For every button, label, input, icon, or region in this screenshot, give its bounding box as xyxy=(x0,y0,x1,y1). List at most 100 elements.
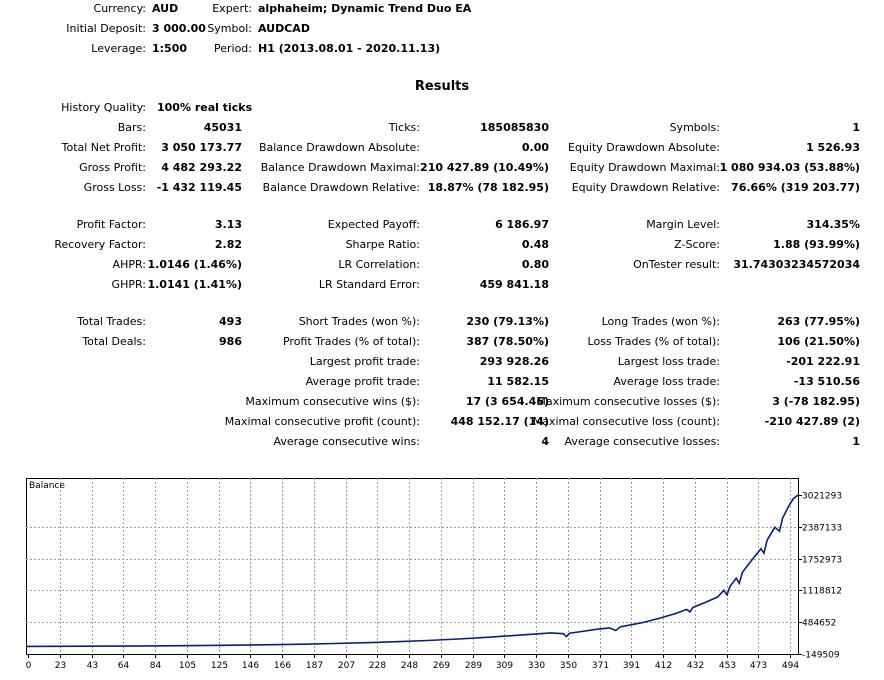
stat-label-col2-row4: Expected Payoff: xyxy=(327,218,420,231)
history-quality-value: 100% real ticks xyxy=(157,101,253,114)
stat-value-col1-row4: 3.13 xyxy=(214,218,242,231)
stat-label-col1-row6: AHPR: xyxy=(112,258,146,271)
stat-value-col2-row11: 11 582.15 xyxy=(487,375,549,388)
y-tick-label: 1118812 xyxy=(802,587,842,597)
stat-value-col1-row3: -1 432 119.45 xyxy=(156,181,242,194)
balance-chart-svg: 3021293 2387133 1752973 1118812 484652 -14950… xyxy=(25,478,842,671)
x-tick-label: 228 xyxy=(369,661,386,671)
stat-label-col2-row10: Largest profit trade: xyxy=(309,355,420,368)
stat-value-col3-row1: 1 526.93 xyxy=(806,141,860,154)
stat-value-col1-row8: 493 xyxy=(219,315,242,328)
stat-value-col2-row2: 210 427.89 (10.49%) xyxy=(420,161,549,174)
stat-value-col3-row14: 1 xyxy=(852,435,860,448)
y-tick-label: -149509 xyxy=(802,651,840,661)
currency-value: AUD xyxy=(152,2,179,15)
stat-value-col3-row8: 263 (77.95%) xyxy=(777,315,860,328)
x-tick-label: 166 xyxy=(274,661,291,671)
y-tick-label: 484652 xyxy=(802,619,836,629)
stat-label-col2-row13: Maximal consecutive profit (count): xyxy=(224,415,420,428)
x-tick-label: 84 xyxy=(150,661,162,671)
stat-label-col3-row5: Z-Score: xyxy=(674,238,720,251)
stat-label-col3-row11: Average loss trade: xyxy=(613,375,720,388)
symbol-value: AUDCAD xyxy=(258,22,310,35)
stat-label-col2-row9: Profit Trades (% of total): xyxy=(282,335,420,348)
x-tick-label: 412 xyxy=(655,661,672,671)
initial-deposit-label: Initial Deposit: xyxy=(66,22,146,35)
stat-label-col2-row1: Balance Drawdown Absolute: xyxy=(258,141,420,154)
stat-label-col2-row7: LR Standard Error: xyxy=(318,278,420,291)
x-tick-label: 432 xyxy=(687,661,704,671)
x-tick-label: 350 xyxy=(560,661,577,671)
stat-label-col1-row8: Total Trades: xyxy=(77,315,146,328)
stat-label-col3-row10: Largest loss trade: xyxy=(617,355,720,368)
x-tick-label: 64 xyxy=(118,661,130,671)
stat-value-col2-row8: 230 (79.13%) xyxy=(466,315,549,328)
initial-deposit-value: 3 000.00 xyxy=(152,22,206,35)
stat-value-col3-row12: 3 (-78 182.95) xyxy=(772,395,860,408)
results-title: Results xyxy=(414,79,470,94)
stat-label-col1-row5: Recovery Factor: xyxy=(54,238,146,251)
stat-label-col1-row3: Gross Loss: xyxy=(83,181,146,194)
stat-value-col3-row0: 1 xyxy=(852,121,860,134)
balance-chart: 3021293 2387133 1752973 1118812 484652 -14950… xyxy=(24,477,874,680)
stat-label-col3-row6: OnTester result: xyxy=(633,258,720,271)
stat-label-col1-row1: Total Net Profit: xyxy=(61,141,146,154)
x-tick-label: 207 xyxy=(338,661,355,671)
x-tick-label: 453 xyxy=(719,661,736,671)
stat-value-col1-row2: 4 482 293.22 xyxy=(161,161,242,174)
x-tick-label: 309 xyxy=(496,661,513,671)
x-tick-label: 269 xyxy=(433,661,450,671)
stat-value-col3-row3: 76.66% (319 203.77) xyxy=(731,181,860,194)
y-tick-label: 3021293 xyxy=(802,492,842,502)
stat-value-col2-row9: 387 (78.50%) xyxy=(466,335,549,348)
y-tick-label: 1752973 xyxy=(802,556,842,566)
x-tick-label: 187 xyxy=(306,661,323,671)
x-tick-label: 391 xyxy=(623,661,640,671)
leverage-value: 1:500 xyxy=(152,42,188,55)
stat-label-col1-row2: Gross Profit: xyxy=(79,161,146,174)
stat-label-col2-row2: Balance Drawdown Maximal: xyxy=(260,161,420,174)
stat-value-col3-row11: -13 510.56 xyxy=(793,375,860,388)
stat-label-col2-row8: Short Trades (won %): xyxy=(298,315,420,328)
stat-label-col3-row13: Maximal consecutive loss (count): xyxy=(532,415,720,428)
stat-value-col2-row6: 0.80 xyxy=(521,258,549,271)
period-label: Period: xyxy=(213,42,252,55)
stat-label-col2-row5: Sharpe Ratio: xyxy=(345,238,420,251)
expert-label: Expert: xyxy=(212,2,252,15)
stat-label-col3-row14: Average consecutive losses: xyxy=(564,435,720,448)
x-tick-label: 23 xyxy=(55,661,66,671)
stat-value-col2-row5: 0.48 xyxy=(521,238,549,251)
x-tick-label: 43 xyxy=(87,661,98,671)
stat-value-col3-row13: -210 427.89 (2) xyxy=(764,415,860,428)
stat-value-col3-row10: -201 222.91 xyxy=(786,355,860,368)
stat-label-col2-row0: Ticks: xyxy=(388,121,420,134)
stat-value-col2-row7: 459 841.18 xyxy=(479,278,549,291)
stat-label-col1-row0: Bars: xyxy=(117,121,146,134)
stat-label-col2-row12: Maximum consecutive wins ($): xyxy=(245,395,420,408)
stat-value-col1-row1: 3 050 173.77 xyxy=(161,141,242,154)
currency-label: Currency: xyxy=(93,2,146,15)
stat-value-col1-row6: 1.0146 (1.46%) xyxy=(147,258,243,271)
stat-label-col3-row12: Maximum consecutive losses ($): xyxy=(536,395,720,408)
symbol-label: Symbol: xyxy=(207,22,252,35)
balance-line xyxy=(25,494,799,648)
stat-value-col1-row0: 45031 xyxy=(203,121,242,134)
stat-label-col3-row0: Symbols: xyxy=(669,121,720,134)
stat-value-col3-row5: 1.88 (93.99%) xyxy=(773,238,860,251)
stat-label-col3-row4: Margin Level: xyxy=(646,218,720,231)
x-tick-label: 473 xyxy=(750,661,767,671)
stat-value-col3-row6: 31.74303234572034 xyxy=(733,258,860,271)
stat-label-col2-row6: LR Correlation: xyxy=(338,258,420,271)
stat-label-col2-row14: Average consecutive wins: xyxy=(273,435,420,448)
stat-label-col2-row11: Average profit trade: xyxy=(305,375,420,388)
stat-value-col2-row12: 17 (3 654.46) xyxy=(465,395,549,408)
stat-label-col1-row7: GHPR: xyxy=(111,278,146,291)
x-tick-label: 494 xyxy=(782,661,799,671)
x-tick-label: 105 xyxy=(179,661,196,671)
stat-label-col1-row9: Total Deals: xyxy=(82,335,146,348)
stat-label-col2-row3: Balance Drawdown Relative: xyxy=(262,181,420,194)
stat-label-col3-row1: Equity Drawdown Absolute: xyxy=(568,141,720,154)
stat-label-col3-row8: Long Trades (won %): xyxy=(601,315,720,328)
x-tick-label: 125 xyxy=(211,661,228,671)
leverage-label: Leverage: xyxy=(91,42,146,55)
